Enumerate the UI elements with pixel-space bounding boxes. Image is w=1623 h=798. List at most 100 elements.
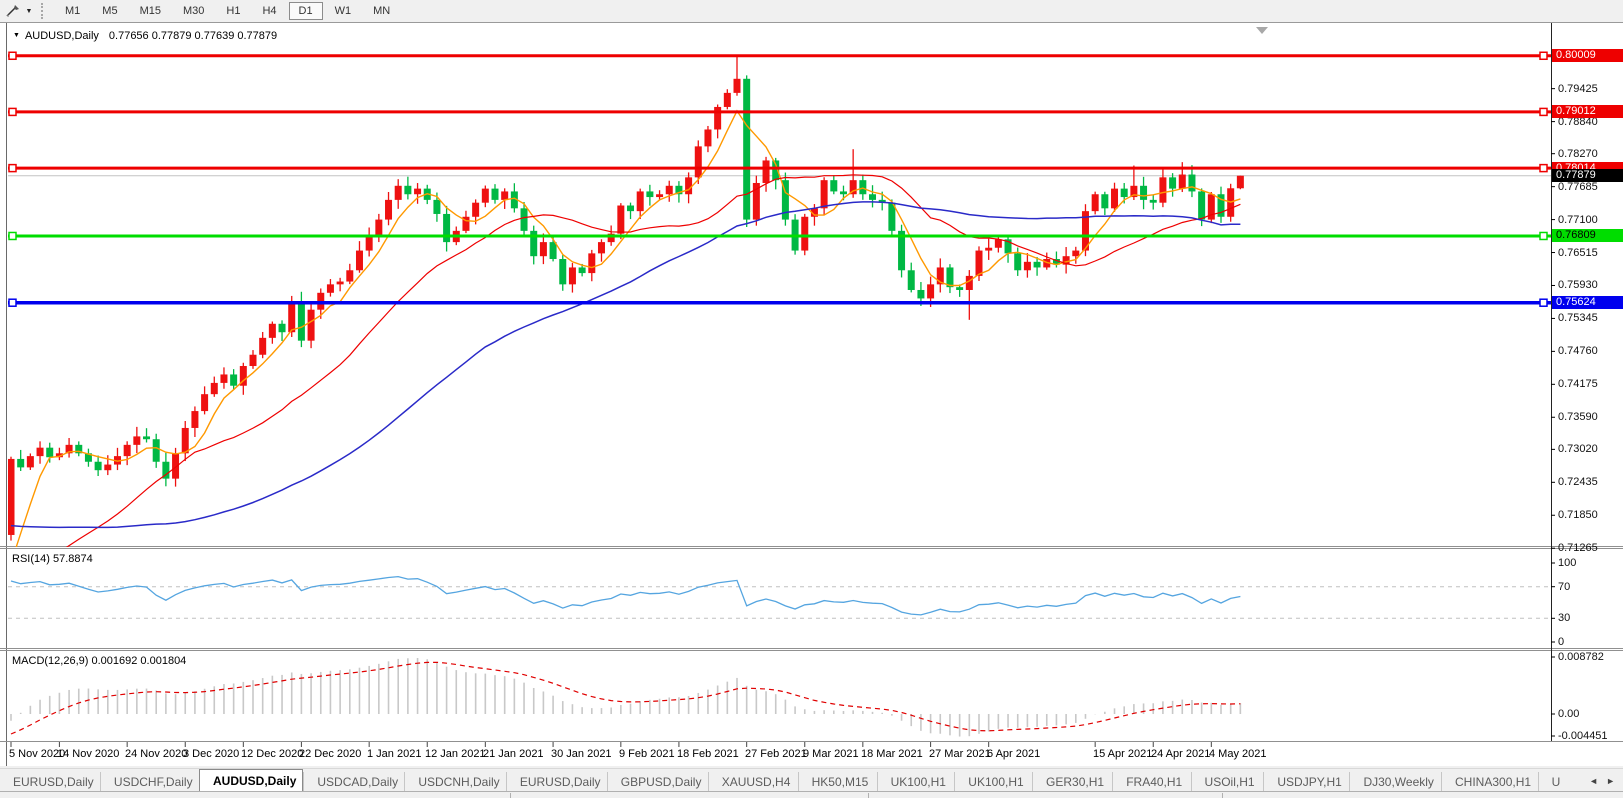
price-tick-label: 0.71265 — [1558, 542, 1598, 555]
tab-china300-h1[interactable]: CHINA300,H1 — [1441, 772, 1538, 792]
price-tick-label: 0.78840 — [1558, 115, 1598, 128]
price-tick-label: 0.78270 — [1558, 147, 1598, 160]
tab-scroll-right-icon[interactable]: ► — [1606, 776, 1615, 786]
tab-uk100-h1[interactable]: UK100,H1 — [876, 772, 955, 792]
tab-usdcad-daily[interactable]: USDCAD,Daily — [303, 772, 404, 792]
tab-usdchf-daily[interactable]: USDCHF,Daily — [99, 772, 199, 792]
tab-usdcnh-daily[interactable]: USDCNH,Daily — [404, 772, 506, 792]
rsi-line — [10, 575, 1241, 616]
toolbar-grip[interactable] — [41, 3, 46, 19]
chart-window: ▼ AUDUSD,Daily 0.77656 0.77879 0.77639 0.7… — [0, 23, 1623, 766]
date-tick-label: 18 Feb 2021 — [677, 748, 739, 760]
status-bar — [0, 791, 1623, 798]
rsi-name: RSI(14) — [12, 553, 50, 565]
rsi-value: 57.8874 — [52, 553, 93, 565]
rsi-level-label: 30 — [1558, 612, 1571, 625]
tab-xauusd-h4[interactable]: XAUUSD,H4 — [707, 772, 798, 792]
tab-scroll-buttons: ◄ ► — [1581, 770, 1623, 792]
date-tick-label: 14 Nov 2020 — [57, 748, 120, 760]
tab-usdjpy-h1[interactable]: USDJPY,H1 — [1263, 772, 1349, 792]
status-divider — [510, 793, 511, 798]
price-level-label: 0.80009 — [1552, 49, 1623, 63]
price-tick-label: 0.75345 — [1558, 312, 1598, 325]
price-tick-label: 0.77100 — [1558, 213, 1598, 226]
date-tick-label: 15 Apr 2021 — [1093, 748, 1153, 760]
tab-dj30-weekly[interactable]: DJ30,Weekly — [1349, 772, 1441, 792]
timeframe-toolbar: ▼ M1 M5 M15 M30 H1 H4 D1 W1 MN — [0, 0, 1623, 23]
price-tick-label: 0.73020 — [1558, 443, 1598, 456]
timeframe-button-h4[interactable]: H4 — [262, 5, 277, 17]
price-tick-label: 0.73590 — [1558, 411, 1598, 424]
tab-hk50-m15[interactable]: HK50,M15 — [797, 772, 877, 792]
price-level-label: 0.75624 — [1552, 296, 1623, 310]
tool-dropdown-arrow-icon[interactable]: ▼ — [25, 7, 33, 15]
symbol-name: AUDUSD,Daily — [24, 30, 99, 42]
date-tick-label: 1 Jan 2021 — [367, 748, 422, 760]
macd-name: MACD(12,26,9) — [12, 655, 89, 667]
timeframe-button-m5[interactable]: M5 — [102, 5, 118, 17]
macd-axis-label: 0.008782 — [1558, 651, 1604, 663]
annotation-tool-icon[interactable] — [3, 2, 23, 20]
price-tick-label: 0.76515 — [1558, 246, 1598, 259]
macd-signal-line — [10, 661, 1241, 735]
symbol-dropdown-icon[interactable]: ▼ — [13, 32, 20, 39]
current-price-label: 0.77879 — [1552, 169, 1623, 183]
date-tick-label: 22 Dec 2020 — [299, 748, 362, 760]
rsi-level-label: 0 — [1558, 636, 1565, 648]
chart-title: ▼ AUDUSD,Daily 0.77656 0.77879 0.77639 0.7… — [13, 30, 277, 42]
date-tick-label: 4 May 2021 — [1209, 748, 1267, 760]
price-tick-label: 0.79425 — [1558, 82, 1598, 95]
date-tick-label: 18 Mar 2021 — [861, 748, 923, 760]
date-tick-label: 24 Apr 2021 — [1151, 748, 1211, 760]
status-divider — [1222, 793, 1223, 798]
tab-fra40-h1[interactable]: FRA40,H1 — [1112, 772, 1190, 792]
chart-plot-area[interactable] — [8, 26, 1551, 546]
timeframe-button-w1[interactable]: W1 — [334, 5, 352, 17]
tab-gbpusd-daily[interactable]: GBPUSD,Daily — [606, 772, 708, 792]
tab-ger30-h1[interactable]: GER30,H1 — [1032, 772, 1112, 792]
price-tick-label: 0.75930 — [1558, 279, 1598, 292]
status-divider — [868, 793, 869, 798]
rsi-indicator-label: RSI(14) 57.8874 — [12, 553, 93, 565]
price-level-label: 0.79012 — [1552, 105, 1623, 119]
tab-eurusd-daily[interactable]: EURUSD,Daily — [505, 772, 607, 792]
date-tick-label: 24 Nov 2020 — [125, 748, 188, 760]
tab-scroll-left-icon[interactable]: ◄ — [1589, 776, 1599, 786]
date-tick-label: 6 Apr 2021 — [987, 748, 1041, 760]
date-tick-label: 3 Dec 2020 — [183, 748, 240, 760]
chart-shift-marker-icon[interactable] — [1256, 27, 1268, 34]
timeframe-button-d1[interactable]: D1 — [288, 2, 323, 20]
timeframe-button-m15[interactable]: M15 — [139, 5, 161, 17]
macd-axis-label: -0.004451 — [1558, 730, 1608, 742]
timeframe-button-mn[interactable]: MN — [373, 5, 391, 17]
date-tick-label: 9 Feb 2021 — [619, 748, 675, 760]
timeframe-buttons: M1 M5 M15 M30 H1 H4 D1 W1 MN — [54, 2, 411, 20]
tab-eurusd-daily[interactable]: EURUSD,Daily — [13, 775, 94, 789]
tab-uk100-h1[interactable]: UK100,H1 — [954, 772, 1032, 792]
timeframe-button-h1[interactable]: H1 — [226, 5, 241, 17]
rsi-level-label: 100 — [1558, 557, 1577, 569]
price-level-label: 0.76809 — [1552, 229, 1623, 243]
date-tick-label: 5 Nov 2020 — [9, 748, 66, 760]
price-tick-label: 0.77685 — [1558, 180, 1598, 193]
timeframe-button-m1[interactable]: M1 — [65, 5, 81, 17]
date-tick-label: 27 Feb 2021 — [745, 748, 807, 760]
date-tick-label: 9 Mar 2021 — [803, 748, 859, 760]
date-tick-label: 30 Jan 2021 — [551, 748, 612, 760]
price-tick-label: 0.72435 — [1558, 476, 1598, 489]
price-tick-label: 0.71850 — [1558, 509, 1598, 522]
date-tick-label: 21 Jan 2021 — [483, 748, 544, 760]
macd-indicator-label: MACD(12,26,9) 0.001692 0.001804 — [12, 655, 186, 667]
date-tick-label: 27 Mar 2021 — [929, 748, 991, 760]
macd-axis-label: 0.00 — [1558, 708, 1580, 720]
rsi-level-label: 70 — [1558, 580, 1571, 593]
tab-u[interactable]: U — [1537, 772, 1581, 792]
price-tick-label: 0.74175 — [1558, 378, 1598, 391]
tab-audusd-daily[interactable]: AUDUSD,Daily — [199, 769, 304, 792]
macd-values: 0.001692 0.001804 — [91, 655, 187, 667]
date-tick-label: 12 Dec 2020 — [241, 748, 304, 760]
date-tick-label: 12 Jan 2021 — [425, 748, 486, 760]
timeframe-button-m30[interactable]: M30 — [182, 5, 205, 17]
tab-usoil-h1[interactable]: USOil,H1 — [1190, 772, 1264, 792]
